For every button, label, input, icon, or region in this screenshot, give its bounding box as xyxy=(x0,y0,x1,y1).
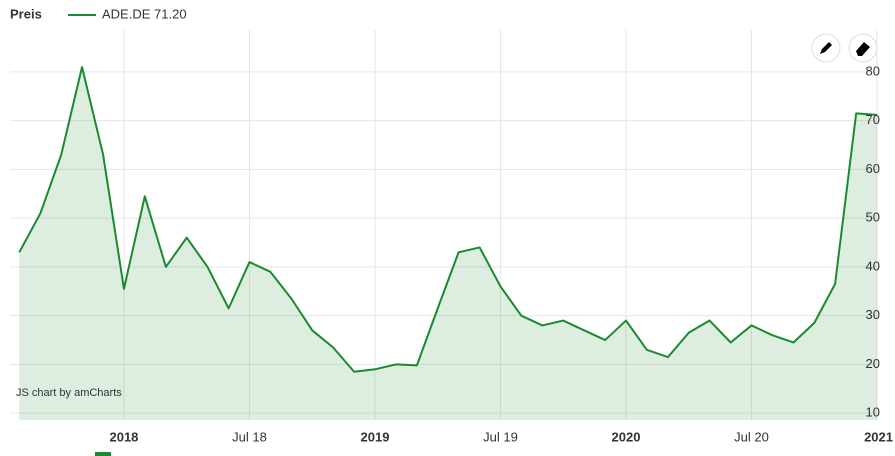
erase-button[interactable] xyxy=(848,33,878,63)
pencil-icon xyxy=(820,42,832,54)
y-tick-label: 50 xyxy=(866,210,880,225)
scrollbar-grip[interactable] xyxy=(95,452,111,456)
eraser-icon xyxy=(856,42,870,56)
price-line xyxy=(18,66,878,373)
x-tick-label: 2021 xyxy=(864,429,893,444)
y-tick-label: 60 xyxy=(866,161,880,176)
y-tick-label: 40 xyxy=(866,258,880,273)
edit-button[interactable] xyxy=(811,33,841,63)
legend-label: ADE.DE 71.20 xyxy=(102,6,187,21)
y-tick-label: 80 xyxy=(866,63,880,78)
y-tick-label: 70 xyxy=(866,112,880,127)
x-tick-label: 2018 xyxy=(109,429,138,444)
y-tick-label: 20 xyxy=(866,356,880,371)
x-tick-label: Jul 18 xyxy=(232,429,267,444)
x-tick-label: Jul 20 xyxy=(734,429,769,444)
y-tick-label: 10 xyxy=(866,405,880,420)
credit: JS chart by amCharts xyxy=(16,387,122,399)
x-tick-label: 2020 xyxy=(612,429,641,444)
area-fill xyxy=(19,67,877,421)
x-tick-label: Jul 19 xyxy=(483,429,518,444)
y-tick-label: 30 xyxy=(866,307,880,322)
x-tick-label: 2019 xyxy=(361,429,390,444)
legend-title: Preis xyxy=(10,6,42,21)
